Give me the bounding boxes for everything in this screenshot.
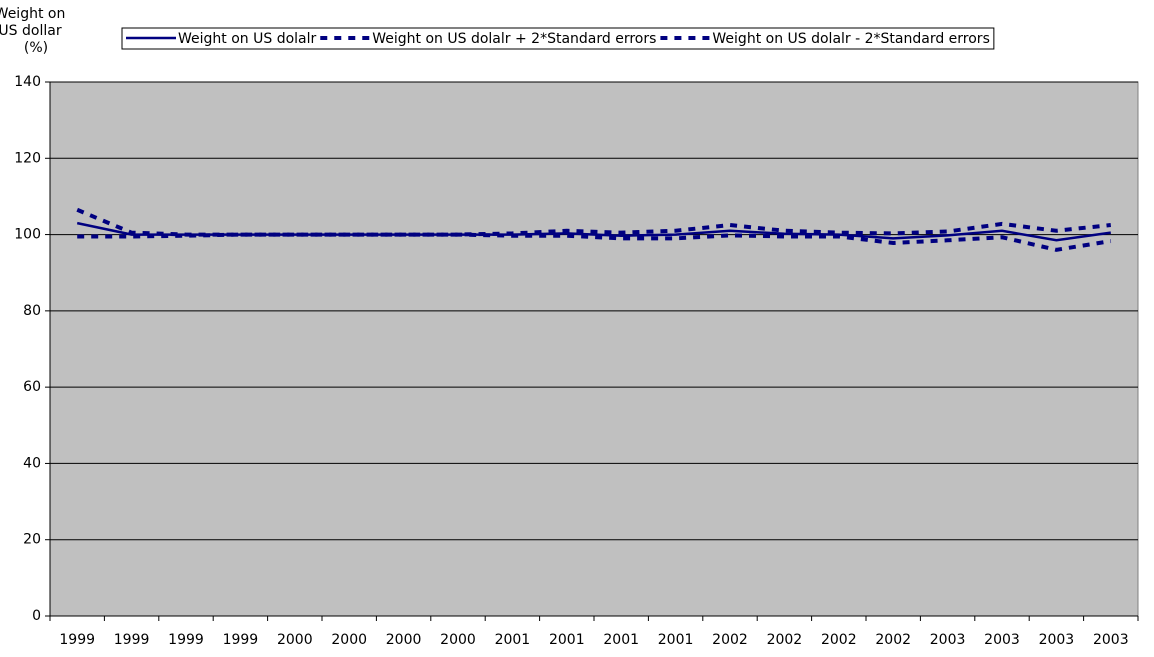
x-tick-label: 2000 <box>277 632 313 648</box>
y-tick-label: 120 <box>14 150 41 166</box>
plot-area <box>49 81 1139 617</box>
x-tick-label: 2000 <box>440 632 476 648</box>
x-tick-label: 2003 <box>984 632 1020 648</box>
legend-label: Weight on US dolalr - 2*Standard errors <box>712 31 989 47</box>
x-tick-label: 2001 <box>658 632 694 648</box>
y-tick-label: 60 <box>23 379 41 395</box>
x-tick-label: 2001 <box>603 632 639 648</box>
x-tick-label: 1999 <box>114 632 150 648</box>
x-tick-label: 2001 <box>495 632 531 648</box>
legend <box>121 27 995 50</box>
x-tick-label: 1999 <box>59 632 95 648</box>
x-tick-label: 2002 <box>821 632 857 648</box>
series-line <box>77 232 1112 252</box>
x-tick-label: 1999 <box>168 632 204 648</box>
x-tick-label: 2003 <box>1093 632 1129 648</box>
x-tick-label: 2003 <box>1039 632 1075 648</box>
x-tick-label: 2002 <box>767 632 803 648</box>
y-axis-label: Weight on <box>0 6 65 22</box>
y-tick-label: 0 <box>32 608 41 624</box>
y-tick-label: 140 <box>14 74 41 90</box>
legend-label: Weight on US dolalr <box>178 31 317 47</box>
x-tick-label: 2002 <box>712 632 748 648</box>
y-tick-label: 40 <box>23 455 41 471</box>
y-axis-label: US dollar <box>0 23 62 39</box>
y-tick-label: 20 <box>23 532 41 548</box>
x-tick-label: 2002 <box>875 632 911 648</box>
x-tick-label: 2003 <box>930 632 966 648</box>
legend-label: Weight on US dolalr + 2*Standard errors <box>372 31 656 47</box>
x-tick-label: 2000 <box>386 632 422 648</box>
y-axis-label: (%) <box>24 40 48 56</box>
x-tick-label: 2001 <box>549 632 585 648</box>
x-tick-label: 1999 <box>223 632 259 648</box>
y-tick-label: 100 <box>14 227 41 243</box>
x-tick-label: 2000 <box>331 632 367 648</box>
series-line <box>76 207 1112 237</box>
y-tick-label: 80 <box>23 303 41 319</box>
